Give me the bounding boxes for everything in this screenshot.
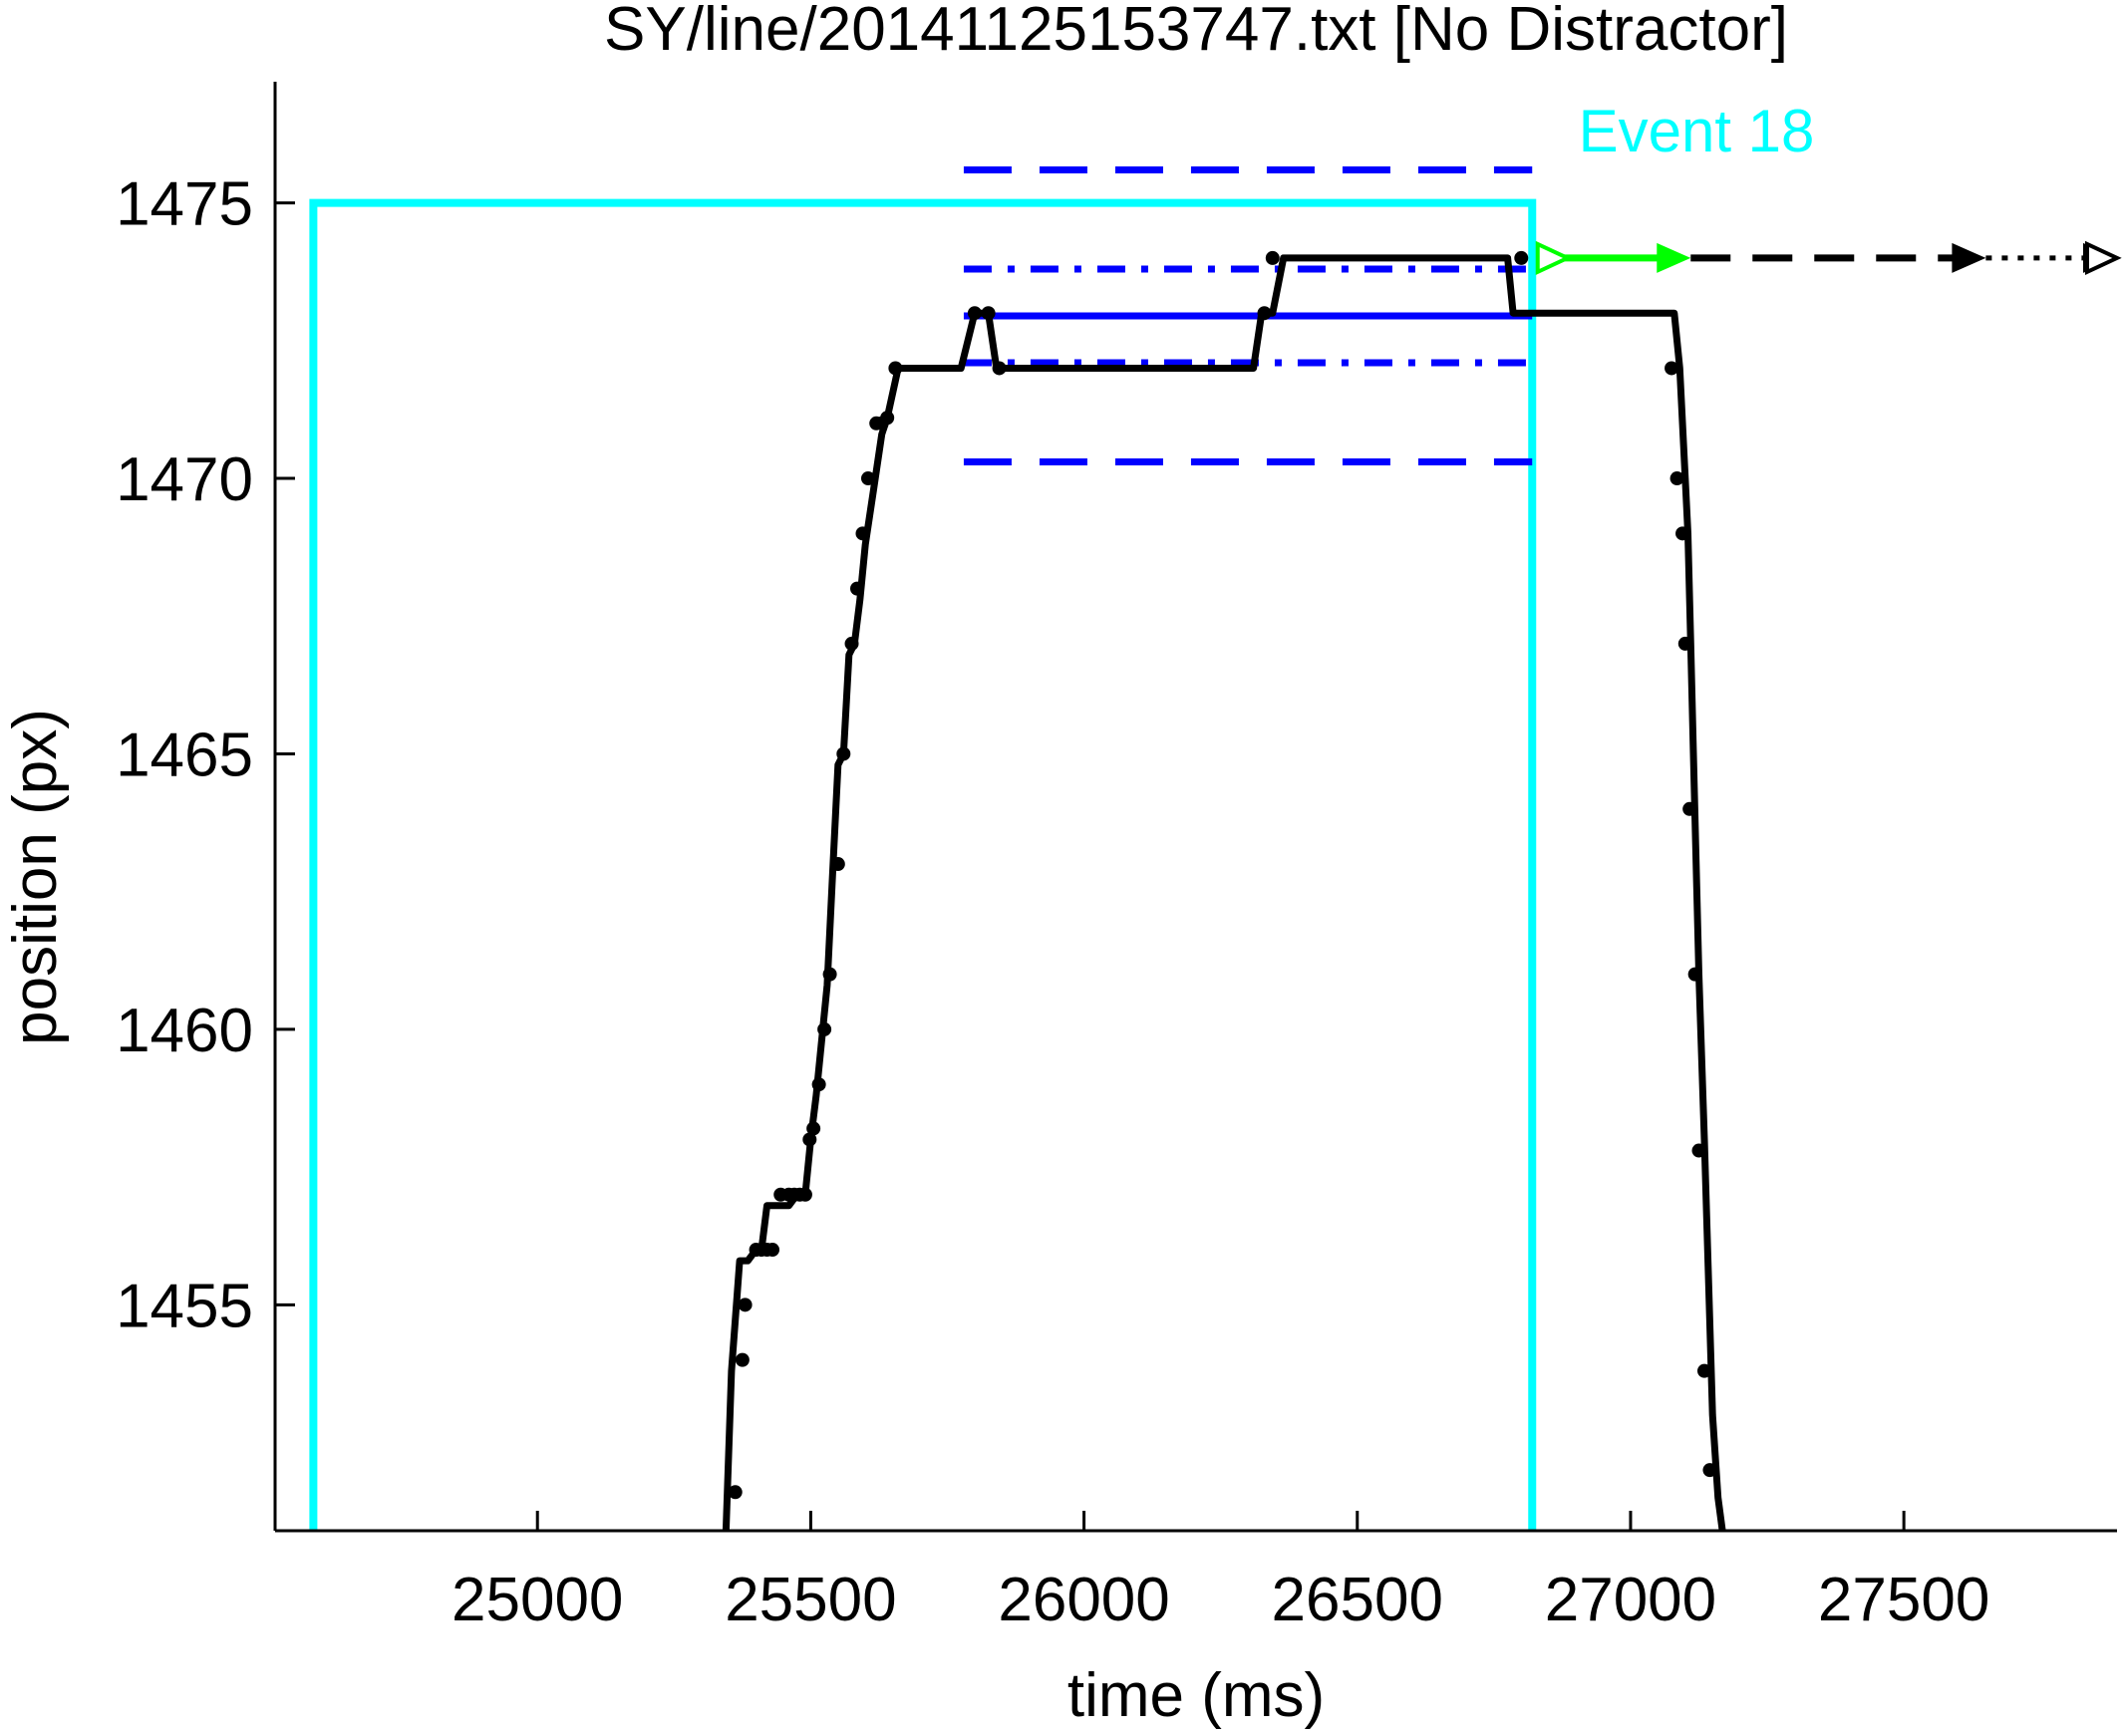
sample-point — [765, 1243, 780, 1258]
arrow-tail-head-0 — [1535, 240, 1573, 276]
sample-point — [817, 1021, 832, 1036]
sample-point — [1696, 1363, 1711, 1378]
sample-point — [850, 581, 865, 596]
plot-area — [309, 165, 2122, 1531]
sample-point — [1514, 250, 1529, 265]
sample-point — [1669, 471, 1684, 486]
axes: 25000 25500 26000 26500 27000 27500 1455 1460 14… — [116, 82, 2117, 1634]
sample-point — [981, 306, 996, 321]
sample-point — [735, 1352, 750, 1367]
sample-point — [1675, 526, 1690, 541]
sample-point — [1702, 1463, 1717, 1478]
y-tick-label: 1460 — [116, 997, 253, 1065]
sample-point — [1687, 967, 1702, 982]
y-tick-label: 1455 — [116, 1272, 253, 1340]
sample-point — [738, 1298, 753, 1312]
sample-point — [836, 746, 851, 761]
x-axis-label: time (ms) — [1067, 1661, 1325, 1730]
sample-point — [888, 361, 903, 376]
x-tick-label: 26500 — [1272, 1566, 1443, 1634]
sample-point — [1257, 306, 1272, 321]
sample-point — [880, 411, 895, 426]
sample-point — [967, 306, 982, 321]
sample-point — [822, 967, 837, 982]
sample-point — [806, 1121, 821, 1136]
sample-point — [1665, 361, 1679, 376]
x-tick-label: 27000 — [1545, 1566, 1716, 1634]
y-tick-label: 1475 — [116, 170, 253, 239]
x-tick-label: 27500 — [1818, 1566, 1989, 1634]
arrow-open-head — [2085, 240, 2122, 276]
sample-point — [802, 1132, 817, 1147]
event-label: Event 18 — [1579, 98, 1815, 164]
sample-point — [844, 636, 859, 651]
x-tick-label: 25500 — [725, 1566, 896, 1634]
sample-point — [1682, 801, 1697, 816]
sample-point — [830, 857, 845, 872]
y-tick-label: 1470 — [116, 445, 253, 514]
y-tick-label: 1465 — [116, 721, 253, 789]
x-tick-label: 26000 — [998, 1566, 1169, 1634]
sample-point — [811, 1077, 826, 1092]
sample-point — [797, 1187, 812, 1202]
sample-point — [1691, 1143, 1706, 1158]
sample-point — [992, 361, 1007, 376]
sample-point — [728, 1485, 743, 1500]
sample-point — [1677, 636, 1692, 651]
plot-content — [309, 165, 1726, 1531]
sample-point — [855, 526, 870, 541]
sample-point — [860, 471, 875, 486]
arrow-head-1 — [1952, 242, 1986, 273]
chart-title: SY/line/20141125153747.txt [No Distracto… — [604, 0, 1788, 64]
y-axis-label: position (px) — [1, 709, 70, 1045]
x-tick-label: 25000 — [452, 1566, 623, 1634]
position-trace — [722, 254, 1726, 1531]
sample-point — [1265, 250, 1280, 265]
event-box — [309, 198, 1537, 1531]
arrow-head-0 — [1657, 242, 1691, 273]
